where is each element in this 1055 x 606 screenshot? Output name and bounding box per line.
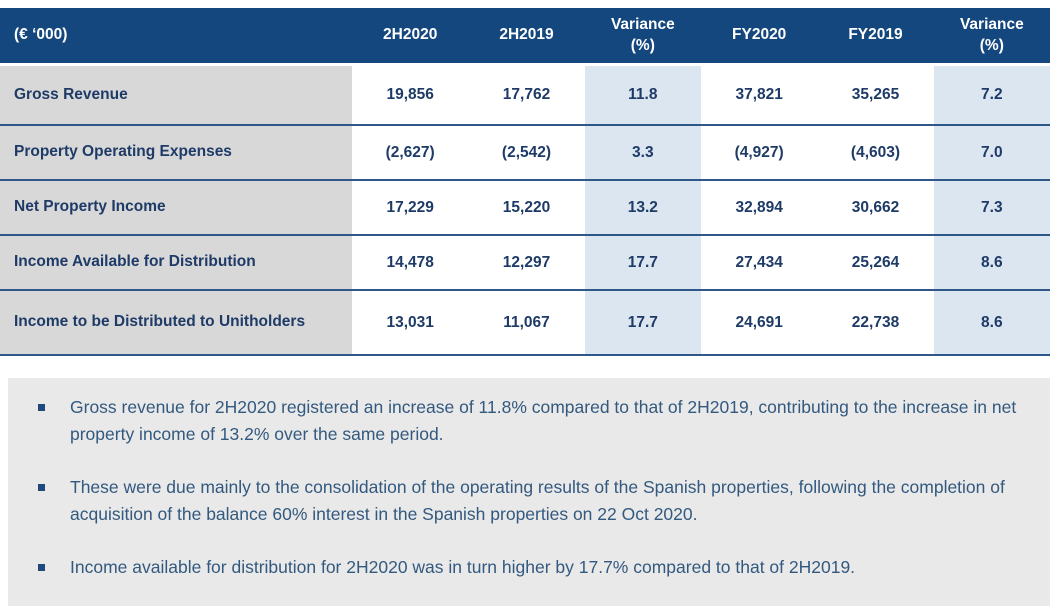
value-cell: 30,662 bbox=[851, 198, 900, 216]
value-cell: (4,603) bbox=[850, 143, 901, 161]
header-col-variance-2h: Variance (%) bbox=[610, 16, 675, 54]
header-col-fy2020: FY2020 bbox=[732, 26, 787, 44]
value-cell: 12,297 bbox=[502, 253, 551, 271]
bullet-text: Income available for distribution for 2H… bbox=[70, 557, 856, 577]
value-cell: 24,691 bbox=[735, 313, 783, 331]
table-header-row: (€ ‘000) 2H2020 2H2019 Variance (%) FY202… bbox=[0, 8, 1050, 66]
table-row-net-property-income: Net Property Income 17,229 15,220 13.2 3… bbox=[0, 181, 1050, 236]
bullet-item: These were due mainly to the consolidati… bbox=[38, 474, 1028, 528]
variance-cell: 7.2 bbox=[933, 66, 1050, 124]
value-cell: 14,478 bbox=[386, 253, 434, 271]
row-label: Net Property Income bbox=[0, 181, 352, 234]
value-cell: (2,542) bbox=[501, 143, 552, 161]
bullet-square-icon bbox=[38, 404, 45, 411]
bullet-item: Income available for distribution for 2H… bbox=[38, 554, 1028, 581]
value-cell: 32,894 bbox=[735, 198, 783, 216]
table-row-property-operating-expenses: Property Operating Expenses (2,627) (2,5… bbox=[0, 126, 1050, 181]
header-col-variance-fy: Variance (%) bbox=[959, 16, 1024, 54]
row-label: Income Available for Distribution bbox=[0, 236, 352, 289]
financial-results-table: (€ ‘000) 2H2020 2H2019 Variance (%) FY202… bbox=[0, 8, 1050, 356]
value-cell: (4,927) bbox=[734, 143, 784, 161]
row-label: Gross Revenue bbox=[0, 66, 352, 124]
value-cell: 17,762 bbox=[502, 86, 551, 103]
variance-cell: 17.7 bbox=[584, 236, 701, 289]
bullet-item: Gross revenue for 2H2020 registered an i… bbox=[38, 394, 1028, 448]
header-unit-label: (€ ‘000) bbox=[0, 8, 352, 63]
header-col-2h2020: 2H2020 bbox=[383, 26, 438, 44]
header-col-fy2019: FY2019 bbox=[848, 26, 903, 44]
value-cell: 35,265 bbox=[851, 86, 900, 103]
value-cell: 37,821 bbox=[735, 86, 783, 103]
header-col-2h2019: 2H2019 bbox=[499, 26, 554, 44]
table-row-income-available-for-distribution: Income Available for Distribution 14,478… bbox=[0, 236, 1050, 291]
value-cell: 25,264 bbox=[851, 253, 900, 271]
variance-cell: 8.6 bbox=[933, 236, 1050, 289]
variance-cell: 13.2 bbox=[584, 181, 701, 234]
value-cell: 22,738 bbox=[851, 313, 900, 331]
variance-cell: 17.7 bbox=[584, 291, 701, 354]
table-row-gross-revenue: Gross Revenue 19,856 17,762 11.8 37,821 … bbox=[0, 66, 1050, 126]
value-cell: 19,856 bbox=[386, 86, 434, 103]
variance-cell: 7.0 bbox=[933, 126, 1050, 179]
value-cell: 11,067 bbox=[503, 313, 550, 331]
row-label: Income to be Distributed to Unitholders bbox=[0, 291, 352, 354]
value-cell: 27,434 bbox=[735, 253, 783, 271]
variance-cell: 3.3 bbox=[584, 126, 701, 179]
value-cell: 17,229 bbox=[386, 198, 434, 216]
variance-cell: 8.6 bbox=[933, 291, 1050, 354]
header-unit-label-text: (€ ‘000) bbox=[14, 26, 68, 44]
bullet-text: Gross revenue for 2H2020 registered an i… bbox=[70, 397, 1017, 444]
notes-panel: Gross revenue for 2H2020 registered an i… bbox=[8, 378, 1050, 606]
value-cell: 15,220 bbox=[502, 198, 551, 216]
value-cell: (2,627) bbox=[385, 143, 435, 161]
value-cell: 13,031 bbox=[386, 313, 434, 331]
row-label: Property Operating Expenses bbox=[0, 126, 352, 179]
variance-cell: 7.3 bbox=[933, 181, 1050, 234]
variance-cell: 11.8 bbox=[584, 66, 701, 124]
bullet-text: These were due mainly to the consolidati… bbox=[70, 477, 1005, 524]
bullet-square-icon bbox=[38, 484, 45, 491]
bullet-square-icon bbox=[38, 564, 45, 571]
table-row-income-to-be-distributed: Income to be Distributed to Unitholders … bbox=[0, 291, 1050, 356]
